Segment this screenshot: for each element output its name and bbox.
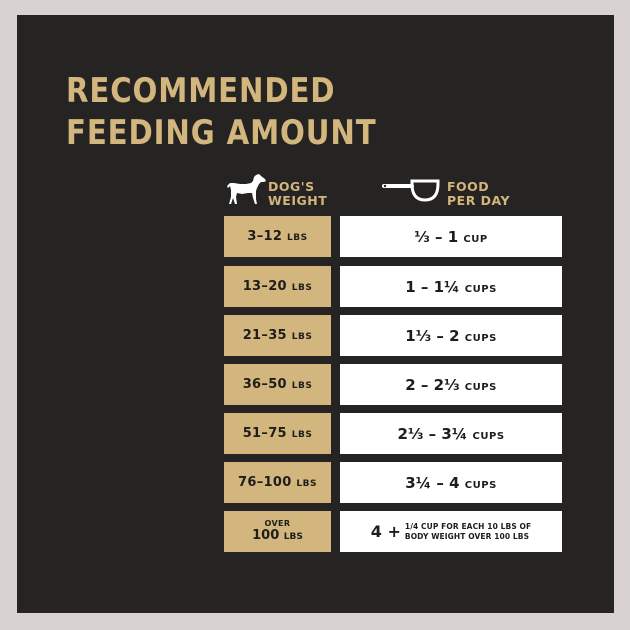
food-note-line-1: 1/4 CUP FOR EACH 10 LBS OF <box>404 521 532 531</box>
weight-cell: 76–100 LBS <box>224 462 331 503</box>
food-cell: 4 + 1/4 CUP FOR EACH 10 LBS OF BODY WEIG… <box>340 511 562 552</box>
food-amount: 1⅓ – 2 <box>405 326 460 345</box>
weight-unit: LBS <box>291 381 313 391</box>
weight-cell: 3–12 LBS <box>224 216 331 257</box>
food-column-header: FOOD PER DAY <box>447 180 510 208</box>
food-amount: ⅓ – 1 <box>414 227 459 246</box>
weight-header-line-2: WEIGHT <box>268 193 328 208</box>
food-cell: 1 – 1¼ CUPS <box>340 266 562 307</box>
table-row: 36–50 LBS 2 – 2⅓ CUPS <box>224 364 562 405</box>
weight-unit: LBS <box>291 332 313 342</box>
food-header-line-1: FOOD <box>447 179 490 194</box>
food-cell: ⅓ – 1 CUP <box>340 216 562 257</box>
weight-cell: 51–75 LBS <box>224 413 331 454</box>
page-title: RECOMMENDED FEEDING AMOUNT <box>66 70 377 154</box>
dog-icon <box>227 174 266 204</box>
measuring-cup-icon <box>382 179 440 202</box>
table-row-last: OVER 100 LBS 4 + 1/4 CUP FOR EACH 10 LBS… <box>224 511 562 552</box>
food-amount: 4 + <box>370 522 401 541</box>
weight-header-line-1: DOG'S <box>268 179 315 194</box>
title-line-1: RECOMMENDED <box>66 71 336 111</box>
food-unit: CUP <box>463 233 488 245</box>
weight-value: 51–75 <box>242 426 287 441</box>
weight-cell: OVER 100 LBS <box>224 511 331 552</box>
weight-value: 76–100 <box>238 475 292 490</box>
food-cell: 3¼ – 4 CUPS <box>340 462 562 503</box>
weight-value: 21–35 <box>242 328 287 343</box>
food-cell: 2⅓ – 3¼ CUPS <box>340 413 562 454</box>
table-row: 3–12 LBS ⅓ – 1 CUP <box>224 216 562 257</box>
weight-unit: LBS <box>283 531 303 542</box>
weight-unit: LBS <box>291 430 313 440</box>
weight-value: 3–12 <box>247 229 283 244</box>
food-unit: CUPS <box>472 430 505 442</box>
food-cell: 1⅓ – 2 CUPS <box>340 315 562 356</box>
food-header-line-2: PER DAY <box>447 193 511 208</box>
weight-value: 36–50 <box>242 377 287 392</box>
food-note: 1/4 CUP FOR EACH 10 LBS OF BODY WEIGHT O… <box>405 522 531 542</box>
table-row: 76–100 LBS 3¼ – 4 CUPS <box>224 462 562 503</box>
food-amount: 3¼ – 4 <box>405 473 460 492</box>
title-line-2: FEEDING AMOUNT <box>66 113 377 153</box>
weight-value: 13–20 <box>242 279 287 294</box>
food-unit: CUPS <box>464 479 497 491</box>
weight-cell: 21–35 LBS <box>224 315 331 356</box>
weight-column-header: DOG'S WEIGHT <box>268 180 327 208</box>
weight-cell: 36–50 LBS <box>224 364 331 405</box>
weight-unit: LBS <box>291 283 313 293</box>
food-cell: 2 – 2⅓ CUPS <box>340 364 562 405</box>
table-row: 21–35 LBS 1⅓ – 2 CUPS <box>224 315 562 356</box>
food-amount: 2 – 2⅓ <box>405 375 460 394</box>
food-amount: 1 – 1¼ <box>405 277 460 296</box>
over-label: OVER <box>264 518 291 528</box>
food-unit: CUPS <box>464 332 497 344</box>
table-row: 13–20 LBS 1 – 1¼ CUPS <box>224 266 562 307</box>
weight-unit: LBS <box>296 479 317 489</box>
food-amount: 2⅓ – 3¼ <box>397 424 468 443</box>
food-unit: CUPS <box>464 381 497 393</box>
weight-cell: 13–20 LBS <box>224 266 331 307</box>
weight-unit: LBS <box>287 233 308 243</box>
food-note-line-2: BODY WEIGHT OVER 100 LBS <box>404 531 530 541</box>
weight-value: 100 <box>252 527 280 543</box>
table-row: 51–75 LBS 2⅓ – 3¼ CUPS <box>224 413 562 454</box>
food-unit: CUPS <box>464 283 497 295</box>
